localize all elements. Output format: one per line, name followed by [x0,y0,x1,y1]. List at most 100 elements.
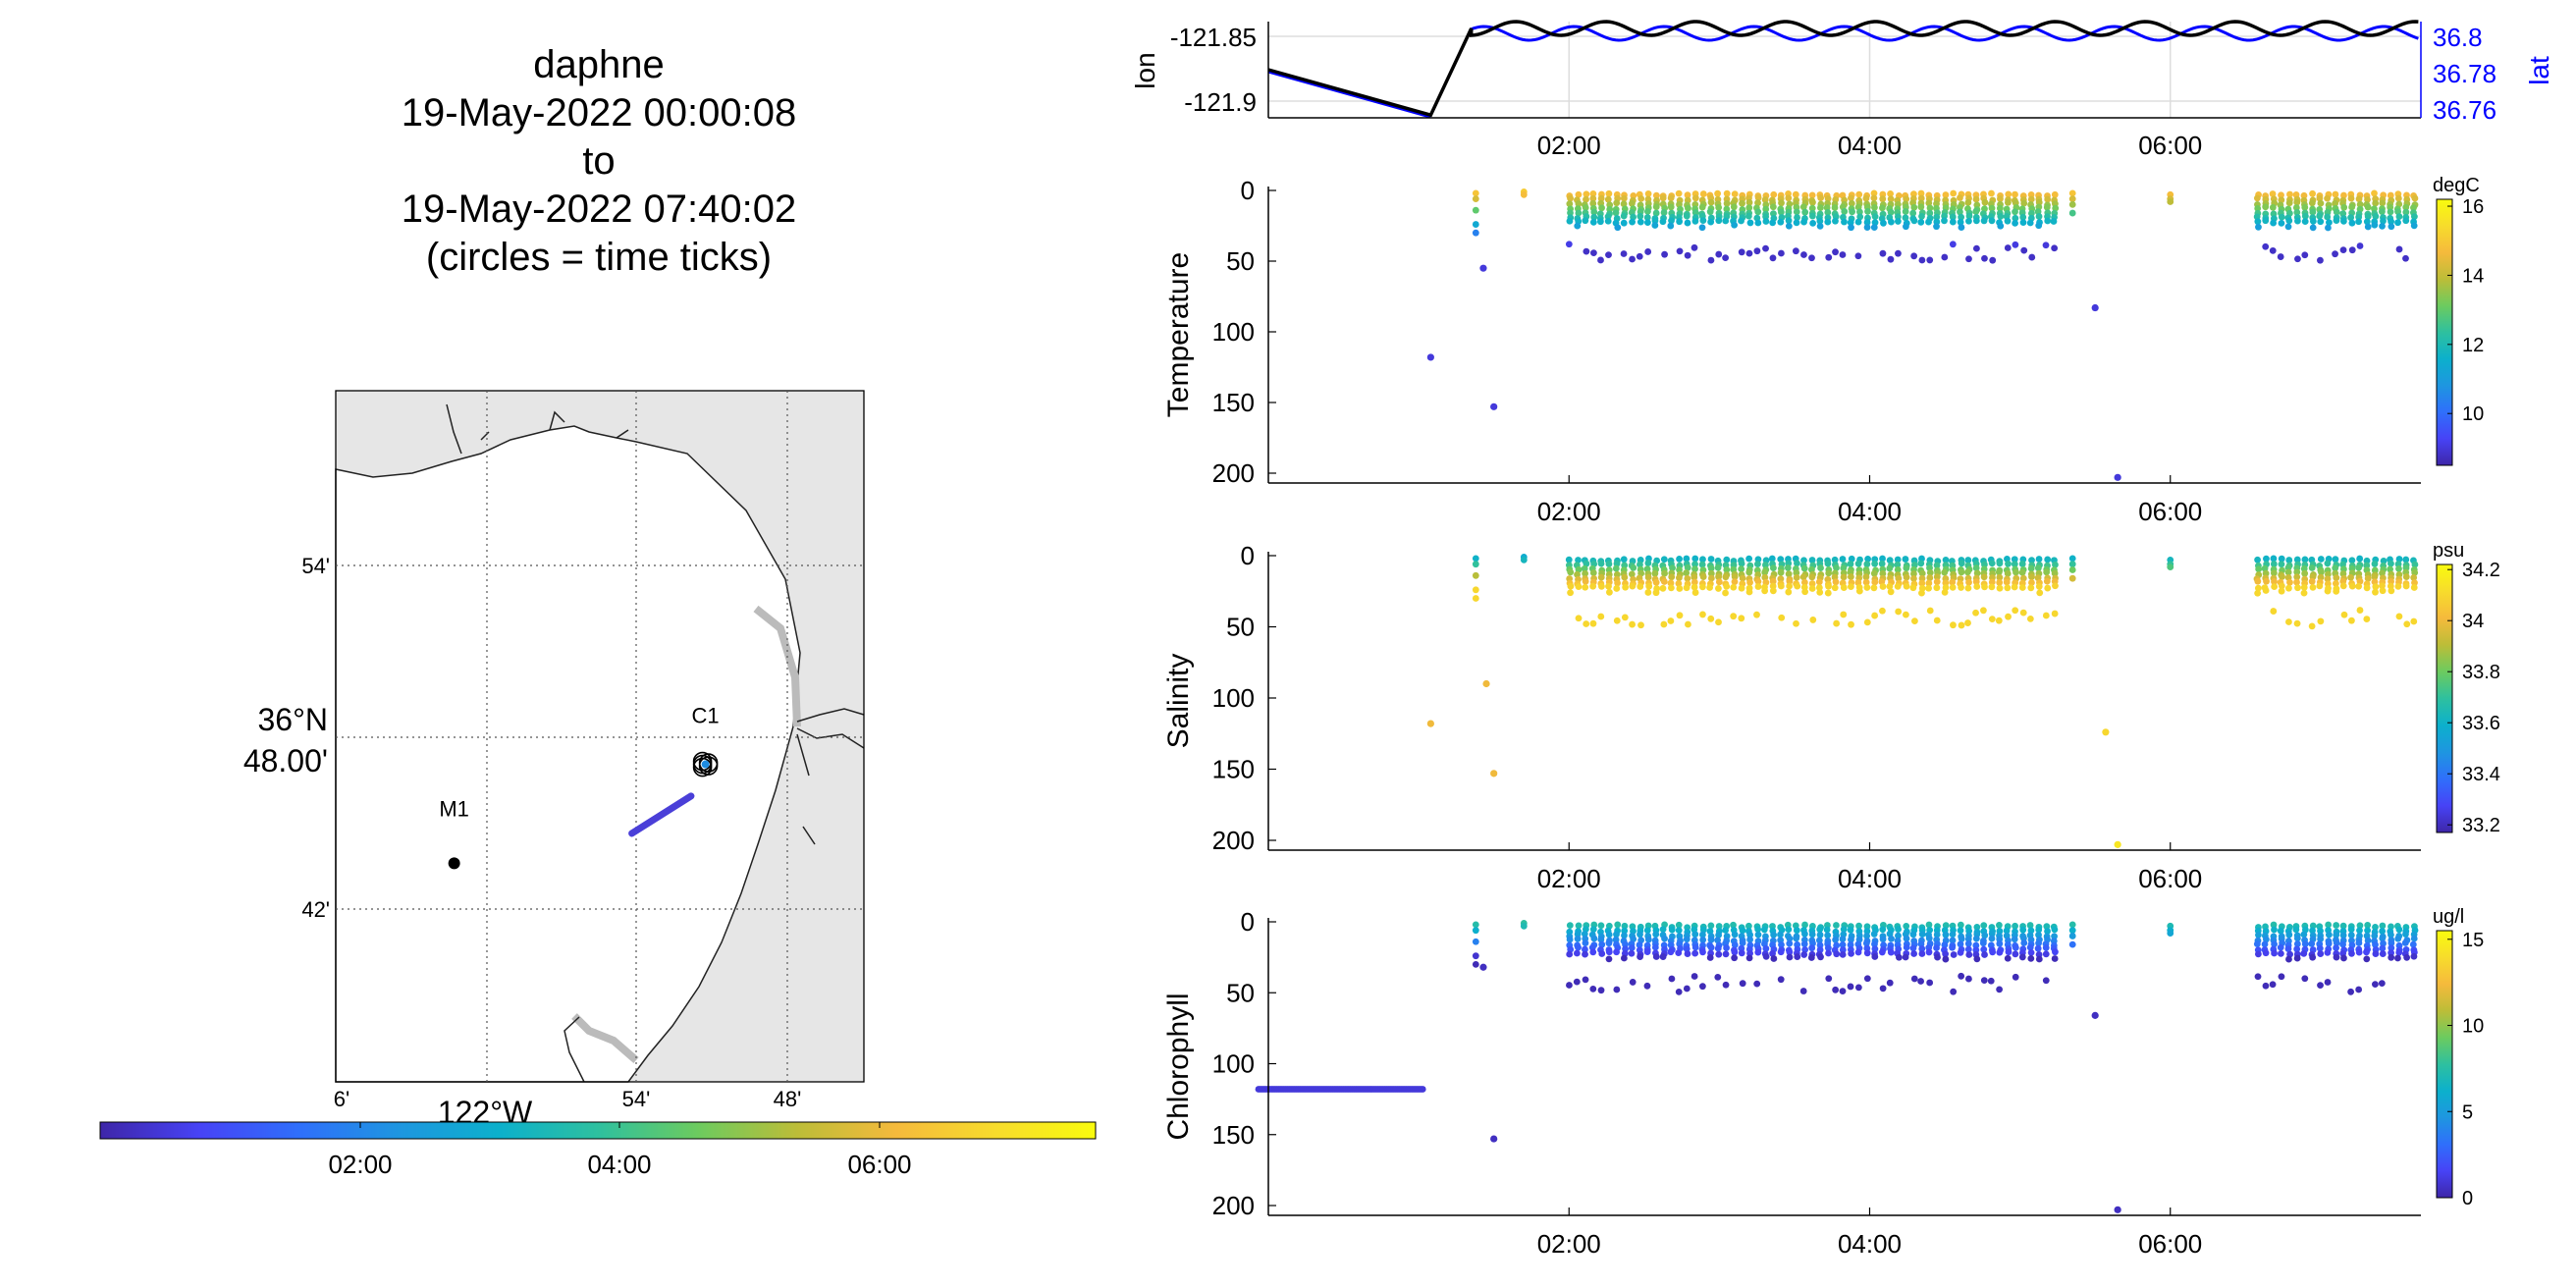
chlorophyll-point [1785,926,1793,934]
chlorophyll-point [1731,931,1739,939]
chlorophyll-point [2012,943,2019,951]
salinity-point [1799,573,1807,581]
temperature-point [1612,209,1620,217]
salinity-outlier-point [2114,840,2121,848]
chlorophyll-x-tick-label: 02:00 [1537,1229,1601,1259]
temperature-point [2324,194,2332,202]
chlorophyll-point [1895,932,1902,939]
temperature-point [1754,208,1762,216]
temperature-point [1809,219,1817,227]
lonlat-x-tick-label: 04:00 [1838,131,1902,160]
temperature-point [1597,194,1605,202]
time-colorbar-tick-label: 06:00 [847,1150,911,1179]
chlorophyll-point [1643,948,1651,956]
salinity-point [1597,582,1605,590]
salinity-point [1980,573,1988,581]
temperature-point [2301,203,2309,211]
temperature-point [1792,190,1799,198]
salinity-point [1933,573,1941,581]
temperature-point [1698,224,1706,232]
temperature-point [2050,218,2058,225]
chlorophyll-point [1675,949,1683,957]
temperature-point [1894,218,1902,225]
chlorophyll-point [1847,983,1854,991]
chlorophyll-point [2293,935,2301,942]
temperature-point [2254,218,2262,226]
salinity-point [2301,569,2309,577]
temperature-point [1715,250,1723,258]
temperature-point [1691,209,1699,216]
chlorophyll-point [1817,953,1824,961]
map-lon-tick: 54' [622,1087,651,1111]
temperature-point [1972,217,1980,225]
temperature-point [1870,194,1878,202]
salinity-point [1964,619,1971,626]
chlorophyll-point [1754,926,1762,933]
salinity-x-tick-label: 06:00 [2138,864,2202,893]
salinity-point [1996,560,2004,567]
temperature-point [1691,217,1699,225]
salinity-point [1637,621,1644,629]
temperature-point [1925,218,1932,226]
temperature-point [1879,204,1886,212]
temperature-point [1918,212,1925,220]
chlorophyll-point [2270,921,2278,929]
salinity-point [1739,574,1746,582]
salinity-point [1777,575,1785,583]
lat-series-line [1267,70,1431,119]
temperature-point [2325,224,2332,232]
chlorophyll-point [1722,950,1730,958]
temperature-point [1706,208,1714,216]
salinity-point [1964,584,1972,592]
temperature-point [1841,208,1849,215]
temperature-point [1637,212,1644,220]
station-m1-marker [448,857,460,870]
temperature-point [2051,244,2059,252]
temperature-point [1917,194,1925,202]
salinity-point [2402,556,2410,564]
salinity-point [1628,570,1636,578]
salinity-y-tick-label: 150 [1212,755,1255,784]
temperature-point [1800,251,1807,258]
temperature-colorbar-tick-label: 10 [2462,403,2484,425]
chlorophyll-point [1903,935,1910,942]
salinity-point [1768,555,1776,563]
chlorophyll-units-label: ug/l [2433,906,2464,928]
chlorophyll-point [1910,950,1918,957]
salinity-point [2402,573,2410,580]
chlorophyll-point [1613,948,1620,956]
salinity-point [1730,583,1738,591]
temperature-point [1824,218,1832,226]
salinity-point [1926,569,1934,576]
chlorophyll-point [1582,950,1588,958]
salinity-point [1644,560,1652,566]
chlorophyll-point [2348,949,2355,957]
salinity-point [2043,577,2051,585]
salinity-point [1582,583,1589,591]
chlorophyll-point [1690,973,1698,980]
salinity-point [1942,557,1950,564]
temperature-point [1793,219,1800,227]
chlorophyll-point [2262,949,2270,957]
temperature-outlier-point [2114,473,2121,481]
temperature-point [1933,213,1941,221]
temperature-point [1808,212,1816,220]
chlorophyll-point [1472,921,1479,929]
salinity-point [1879,555,1886,563]
salinity-point [1715,578,1723,586]
salinity-point [2410,617,2418,625]
temperature-point [1777,208,1785,216]
lat-tick-label: 36.8 [2433,23,2483,52]
salinity-point [2004,569,2012,577]
station-c1-marker [692,757,713,778]
salinity-point [1582,577,1589,585]
salinity-point [1794,582,1801,590]
title-line-end: 19-May-2022 07:40:02 [401,188,797,231]
chlorophyll-point [1917,978,1924,985]
temperature-panel: 0 50 100 150 200 02:00 04:00 06:00 Temperature de… [1162,175,2484,526]
salinity-point [2411,561,2419,568]
chlorophyll-point [1815,937,1823,944]
salinity-point [2284,568,2292,576]
temperature-point [1981,198,1989,206]
